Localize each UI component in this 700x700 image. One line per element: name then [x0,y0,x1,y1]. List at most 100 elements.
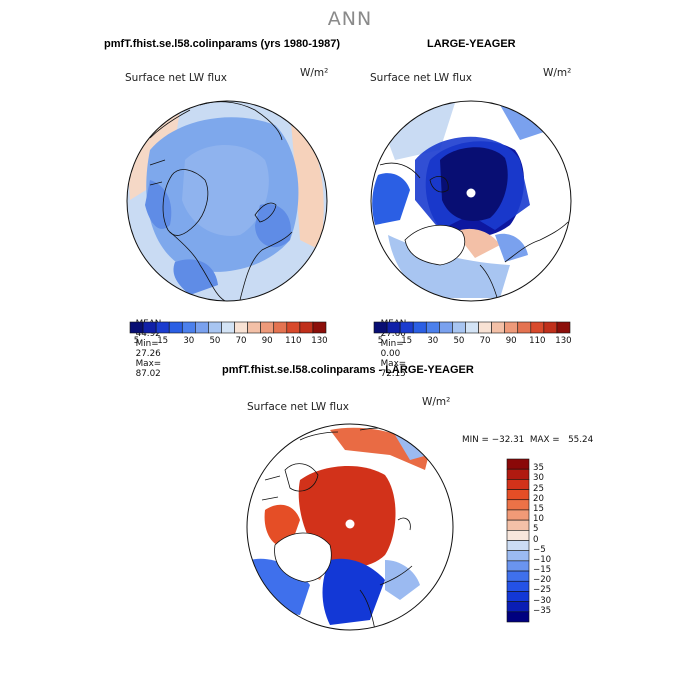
colorbar-tick-label: 30 [533,473,544,484]
panel2-map [370,100,572,302]
panel3-map-border [246,423,454,631]
colorbar-swatch [506,519,530,531]
colorbar-swatch [425,321,440,334]
colorbar-swatch [506,591,530,602]
panel2-map-border [370,100,572,302]
panel2-pole-marker [466,188,476,198]
colorbar-swatch [506,611,530,623]
panel3-map [246,423,454,631]
panel2-min-value: 0.00 [380,349,401,359]
colorbar-tick-label: 50 [209,336,221,346]
colorbar-swatch [465,321,479,334]
colorbar-swatch [412,321,427,334]
panel1-max-label: Max= [135,359,162,369]
colorbar-swatch [299,321,314,334]
colorbar-swatch [491,321,505,334]
colorbar-swatch [399,321,414,334]
colorbar-swatch [530,321,545,334]
panel2-title: LARGE-YEAGER [427,38,516,50]
colorbar-swatch [506,530,530,541]
colorbar-tick-label: −10 [533,554,552,565]
colorbar-swatch [506,580,530,592]
panel3-stats: MIN = −32.31 MAX = 55.24 [462,435,594,445]
colorbar-tick-label: 20 [533,493,544,504]
colorbar-tick-label: 10 [533,514,544,525]
panel3-coastline-greenland [274,532,332,583]
colorbar-swatch [506,601,530,613]
panel1-warm-region-east [290,110,324,250]
panel1-cold-patch-south [173,259,218,295]
colorbar-tick-label: 130 [555,336,572,346]
colorbar-tick-label: 15 [157,336,169,346]
colorbar-tick-label: 50 [453,336,465,346]
colorbar-tick-label: 70 [235,336,247,346]
panel1-min-label: Min= [135,339,159,349]
panel2-max-label: Max= [380,359,407,369]
panel1-cold-patch-east [255,204,291,248]
panel1-coastline-svalbard [254,202,277,223]
panel3-colorbar [506,458,530,623]
colorbar-swatch [273,321,288,334]
colorbar-swatch [373,321,388,334]
colorbar-swatch [543,321,558,334]
colorbar-swatch [478,321,492,334]
colorbar-tick-label: 90 [505,336,517,346]
colorbar-tick-label: 130 [311,336,328,346]
panel1-min-value: 27.26 [135,349,161,359]
colorbar-swatch [517,321,532,334]
colorbar-swatch [312,321,327,334]
colorbar-swatch [208,321,222,334]
panel3-coastline-europe [359,565,413,630]
panel2-colorbar [373,321,571,334]
colorbar-tick-label: 15 [401,336,413,346]
colorbar-swatch [142,321,157,334]
colorbar-tick-label: −15 [533,565,552,576]
panel2-warm-patch [455,228,500,258]
colorbar-swatch [506,560,530,572]
panel3-neutral-region [385,560,420,600]
colorbar-tick-label: 5 [377,336,384,346]
colorbar-swatch [260,321,275,334]
panel3-title: pmfT.fhist.se.l58.colinparams - LARGE-YE… [222,364,474,376]
figure-suptitle: ANN [327,8,373,30]
panel1-mean-value: 44.92 [135,329,161,339]
colorbar-swatch [506,458,530,470]
colorbar-swatch [168,321,183,334]
panel1-field-label: Surface net LW flux [125,72,227,84]
colorbar-swatch [506,468,530,480]
colorbar-swatch [506,499,530,511]
colorbar-swatch [452,321,466,334]
colorbar-tick-label: 30 [427,336,439,346]
colorbar-tick-label: 30 [183,336,195,346]
colorbar-swatch [506,489,530,501]
panel2-sea-ice-center [440,147,508,221]
colorbar-tick-label: −35 [533,605,552,616]
colorbar-swatch [506,479,530,490]
panel2-ocean-patch [500,105,550,140]
panel3-field-label: Surface net LW flux [247,401,349,413]
colorbar-swatch [181,321,196,334]
colorbar-swatch [155,321,170,334]
colorbar-tick-label: 110 [285,336,302,346]
panel2-min-label: Min= [380,339,404,349]
panel3-pole-marker [345,519,355,529]
colorbar-tick-label: 5 [133,336,140,346]
panel1-central-field [182,145,269,236]
colorbar-swatch [386,321,401,334]
panel2-units: W/m² [543,67,572,79]
panel3-units: W/m² [422,396,451,408]
colorbar-swatch [556,321,571,334]
colorbar-swatch [247,321,261,334]
panel2-mean-value: 27.66 [380,329,406,339]
panel2-coastline-islands [429,176,449,193]
panel2-field-label: Surface net LW flux [370,72,472,84]
panel1-coastline-canada [149,159,209,236]
colorbar-tick-label: 90 [261,336,273,346]
panel1-coastline-greenland-europe [169,231,293,301]
colorbar-tick-label: −5 [533,544,546,555]
colorbar-tick-label: 70 [479,336,491,346]
colorbar-swatch [504,321,519,334]
panel1-map [126,100,328,302]
colorbar-swatch [221,321,235,334]
